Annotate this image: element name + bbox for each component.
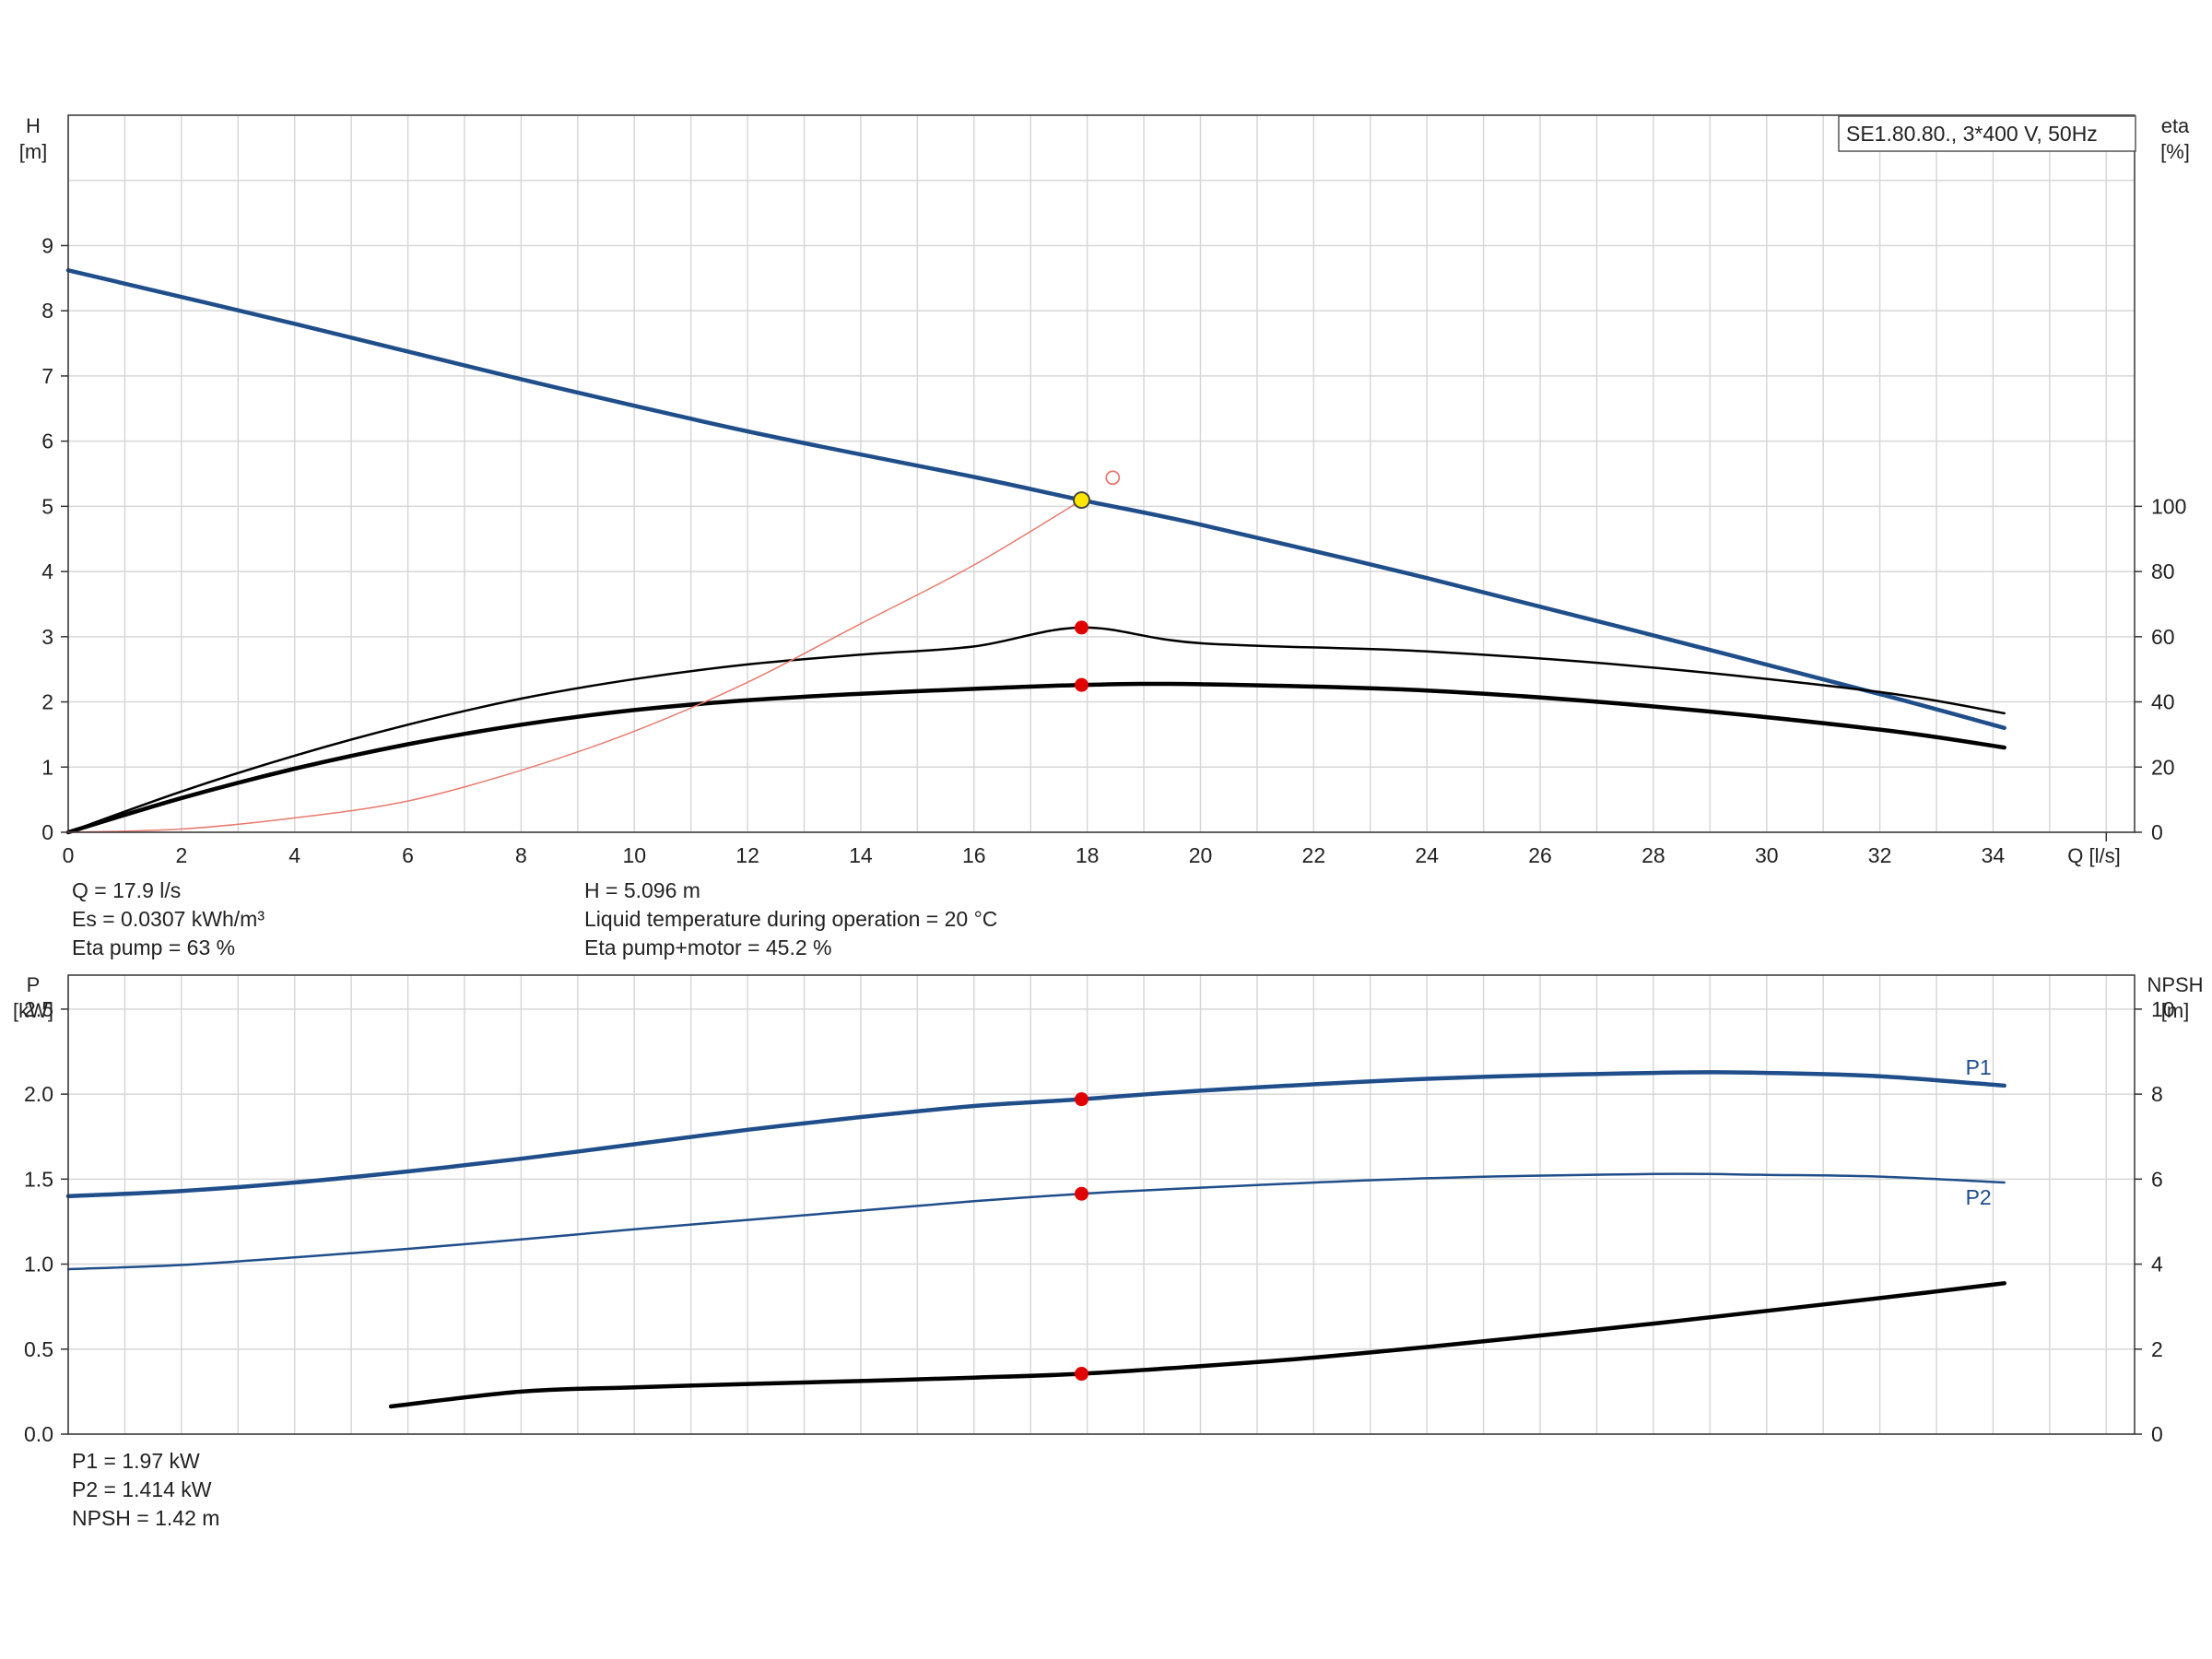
lower-right-tick-label: 6 bbox=[2151, 1167, 2163, 1191]
lower-right-axis-title: NPSH bbox=[2147, 973, 2203, 996]
curve-eta bbox=[66, 626, 2006, 834]
upper-x-tick-label: 22 bbox=[1302, 843, 1326, 867]
upper-left-axis-title: [m] bbox=[19, 140, 48, 163]
curve-eta-pump-motor bbox=[65, 681, 2006, 835]
info-left-line: Q = 17.9 l/s bbox=[72, 878, 181, 902]
lower-left-tick-label: 1.5 bbox=[24, 1167, 53, 1191]
open-circle-marker bbox=[1105, 470, 1121, 486]
curve-npsh bbox=[388, 1281, 2006, 1409]
upper-right-tick-label: 60 bbox=[2151, 625, 2175, 649]
upper-left-tick-label: 4 bbox=[41, 559, 53, 583]
upper-x-tick-label: 8 bbox=[515, 843, 527, 867]
lower-grid bbox=[67, 975, 2135, 1435]
info-right-line: Eta pump+motor = 45.2 % bbox=[584, 935, 832, 959]
lower-right-tick-label: 8 bbox=[2151, 1082, 2163, 1106]
upper-x-tick-label: 30 bbox=[1755, 843, 1779, 867]
info-left-line: Es = 0.0307 kWh/m³ bbox=[72, 907, 265, 931]
upper-x-axis-title: Q [l/s] bbox=[2067, 844, 2120, 867]
lower-right-tick-label: 10 bbox=[2151, 997, 2175, 1021]
upper-left-tick-label: 2 bbox=[41, 690, 53, 714]
upper-right-axis-title: eta bbox=[2161, 114, 2190, 137]
info-right-line: H = 5.096 m bbox=[584, 878, 700, 902]
upper-plot-frame bbox=[67, 114, 2136, 833]
upper-right-tick-label: 0 bbox=[2151, 820, 2163, 844]
upper-x-tick-label: 24 bbox=[1415, 843, 1439, 867]
power-npsh-chart: P1 P2 0.0 0.5 1.0 1.5 2.0 2.5 0 2 4 6 8 10 P [kW] NPSH… bbox=[13, 973, 2204, 1446]
upper-right-tick-label: 80 bbox=[2151, 559, 2175, 583]
series-label-p2: P2 bbox=[1966, 1185, 1992, 1209]
duty-point-marker bbox=[1075, 1092, 1089, 1107]
series-label-p1: P1 bbox=[1966, 1055, 1992, 1079]
upper-x-tick-label: 28 bbox=[1641, 843, 1665, 867]
legend-text: SE1.80.80., 3*400 V, 50Hz bbox=[1846, 122, 2098, 146]
upper-x-tick-label: 10 bbox=[622, 843, 646, 867]
lower-left-axis-title: P bbox=[27, 973, 41, 996]
upper-axis-titles: H [m] eta [%] Q [l/s] bbox=[19, 114, 2190, 867]
lower-left-axis-title: [kW] bbox=[13, 999, 53, 1022]
power-info-line: P1 = 1.97 kW bbox=[72, 1449, 200, 1473]
curve-system bbox=[67, 499, 1083, 833]
upper-x-tick-label: 2 bbox=[175, 843, 187, 867]
duty-point-marker bbox=[1073, 491, 1091, 510]
lower-duty-points bbox=[1075, 1092, 1089, 1382]
upper-right-tick-label: 100 bbox=[2151, 494, 2186, 518]
upper-right-axis-title: [%] bbox=[2160, 140, 2190, 163]
upper-left-tick-label: 5 bbox=[41, 494, 53, 518]
upper-x-tick-label: 14 bbox=[849, 843, 873, 867]
lower-right-tick-label: 4 bbox=[2151, 1253, 2163, 1277]
upper-x-tick-label: 34 bbox=[1982, 843, 2006, 867]
power-info-line: P2 = 1.414 kW bbox=[72, 1477, 212, 1501]
duty-point-info: Q = 17.9 l/s H = 5.096 m Es = 0.0307 kWh/m… bbox=[72, 878, 997, 959]
upper-left-axis-title: H bbox=[26, 114, 41, 137]
upper-right-tick-label: 20 bbox=[2151, 755, 2175, 779]
lower-left-tick-label: 0.5 bbox=[24, 1337, 53, 1361]
upper-x-tick-label: 20 bbox=[1189, 843, 1213, 867]
curve-p1 bbox=[65, 1070, 2006, 1199]
lower-left-tick-label: 2.0 bbox=[24, 1082, 53, 1106]
info-right-line: Liquid temperature during operation = 20… bbox=[584, 907, 997, 931]
duty-point-marker bbox=[1075, 620, 1089, 635]
upper-right-tick-label: 40 bbox=[2151, 690, 2175, 714]
lower-series: P1 P2 bbox=[65, 1055, 2006, 1409]
upper-x-tick-label: 0 bbox=[63, 843, 75, 867]
lower-tick-labels: 0.0 0.5 1.0 1.5 2.0 2.5 0 2 4 6 8 10 bbox=[24, 997, 2175, 1446]
upper-x-tick-label: 12 bbox=[735, 843, 759, 867]
upper-left-tick-label: 9 bbox=[41, 233, 53, 257]
upper-left-tick-label: 1 bbox=[41, 755, 53, 779]
upper-x-tick-label: 4 bbox=[288, 843, 300, 867]
lower-right-axis-title: [m] bbox=[2161, 999, 2190, 1022]
upper-x-tick-label: 6 bbox=[402, 843, 414, 867]
duty-point-marker bbox=[1075, 1186, 1089, 1201]
lower-axis-titles: P [kW] NPSH [m] bbox=[13, 973, 2204, 1022]
upper-left-tick-label: 3 bbox=[41, 625, 53, 649]
curve-p2 bbox=[66, 1172, 2006, 1271]
curve-head bbox=[65, 268, 2006, 731]
lower-right-tick-label: 2 bbox=[2151, 1337, 2163, 1361]
upper-left-tick-label: 7 bbox=[41, 364, 53, 388]
lower-right-tick-label: 0 bbox=[2151, 1422, 2163, 1446]
upper-x-tick-label: 32 bbox=[1868, 843, 1892, 867]
lower-left-tick-label: 1.0 bbox=[24, 1253, 53, 1277]
lower-plot-frame bbox=[67, 974, 2136, 1435]
upper-series bbox=[65, 268, 2006, 835]
duty-point-marker bbox=[1075, 677, 1089, 692]
upper-x-tick-label: 18 bbox=[1076, 843, 1100, 867]
power-info: P1 = 1.97 kW P2 = 1.414 kW NPSH = 1.42 m bbox=[72, 1449, 219, 1530]
info-left-line: Eta pump = 63 % bbox=[72, 935, 235, 959]
power-info-line: NPSH = 1.42 m bbox=[72, 1506, 219, 1530]
upper-left-tick-label: 0 bbox=[41, 820, 53, 844]
upper-left-tick-label: 8 bbox=[41, 299, 53, 323]
legend-box: SE1.80.80., 3*400 V, 50Hz bbox=[1838, 115, 2136, 152]
lower-left-tick-label: 2.5 bbox=[24, 997, 53, 1021]
upper-x-tick-label: 26 bbox=[1528, 843, 1552, 867]
upper-x-tick-label: 16 bbox=[962, 843, 986, 867]
upper-left-tick-label: 6 bbox=[41, 429, 53, 453]
duty-point-marker bbox=[1075, 1367, 1089, 1382]
upper-duty-points bbox=[1073, 470, 1121, 692]
lower-left-tick-label: 0.0 bbox=[24, 1422, 53, 1446]
